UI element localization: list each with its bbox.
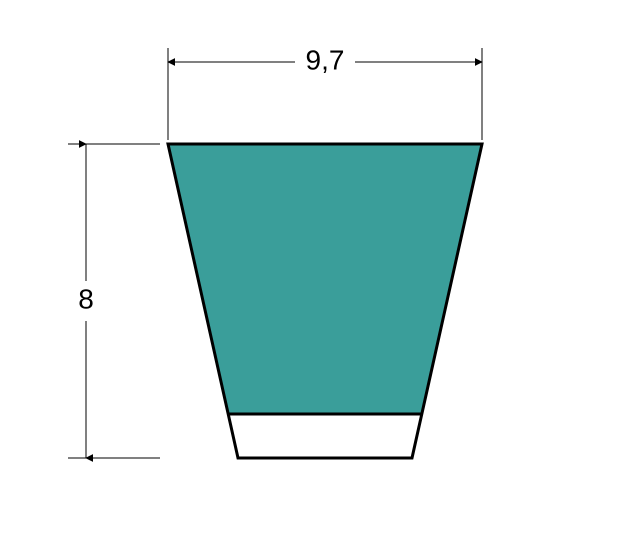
belt-upper-trapezoid xyxy=(168,144,482,414)
width-dimension-label: 9,7 xyxy=(306,44,345,75)
belt-lower-band xyxy=(228,414,422,458)
belt-cross-section-diagram: 9,7 8 xyxy=(0,0,618,542)
height-dimension-label: 8 xyxy=(78,283,94,314)
